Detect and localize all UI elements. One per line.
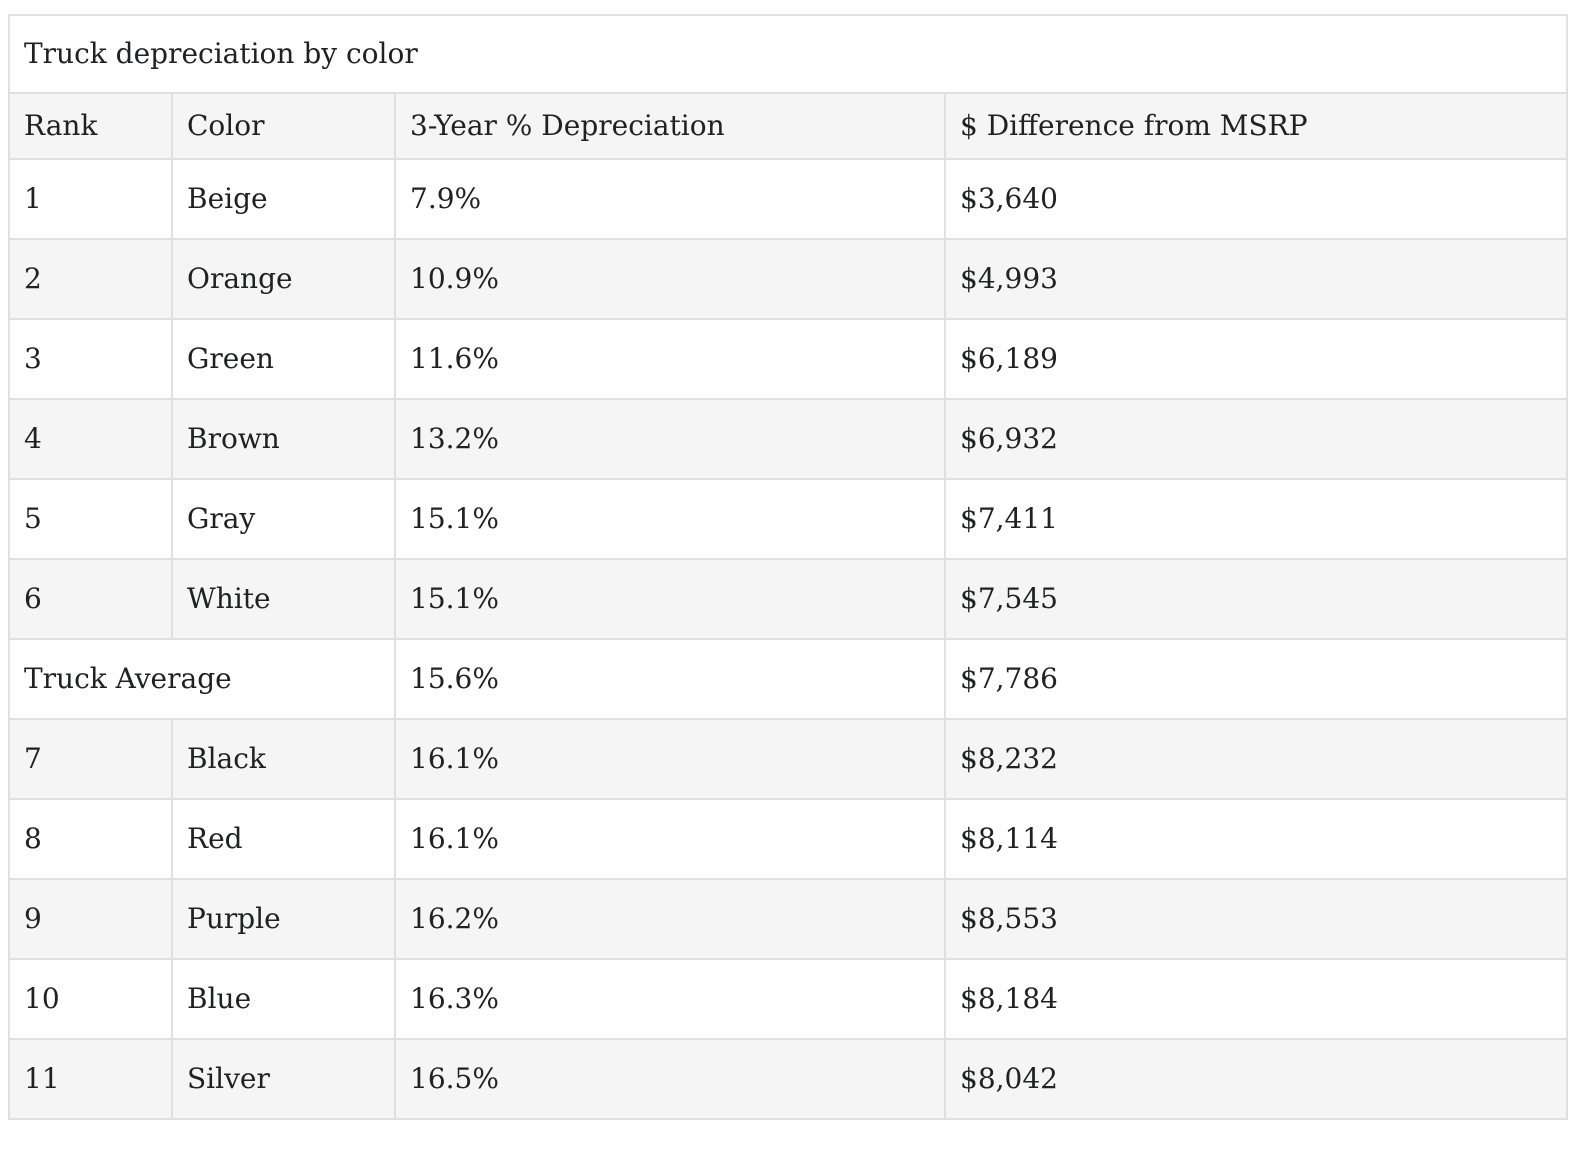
cell-color: Black [171,718,396,800]
cell-rank: 6 [8,558,173,640]
cell-color: Gray [171,478,396,560]
col-header-difference: $ Difference from MSRP [943,92,1569,160]
cell-color: Silver [171,1038,396,1120]
cell-color: White [171,558,396,640]
cell-difference: $8,114 [943,798,1569,880]
table-row: 11 Silver 16.5% $8,042 [8,1038,1569,1120]
cell-color: Beige [171,158,396,240]
cell-color: Brown [171,398,396,480]
cell-difference: $8,232 [943,718,1569,800]
cell-difference: $7,786 [943,638,1569,720]
cell-difference: $8,184 [943,958,1569,1040]
cell-rank: 9 [8,878,173,960]
cell-depreciation: 15.6% [394,638,946,720]
col-header-depreciation: 3-Year % Depreciation [394,92,946,160]
table-row: 7 Black 16.1% $8,232 [8,718,1569,800]
cell-depreciation: 16.1% [394,798,946,880]
cell-difference: $3,640 [943,158,1569,240]
cell-color: Purple [171,878,396,960]
cell-rank: 7 [8,718,173,800]
cell-difference: $6,932 [943,398,1569,480]
table-row: 2 Orange 10.9% $4,993 [8,238,1569,320]
cell-average-label: Truck Average [8,638,396,720]
cell-rank: 10 [8,958,173,1040]
cell-rank: 3 [8,318,173,400]
cell-color: Red [171,798,396,880]
table-row: 6 White 15.1% $7,545 [8,558,1569,640]
cell-depreciation: 15.1% [394,478,946,560]
cell-depreciation: 16.5% [394,1038,946,1120]
cell-difference: $6,189 [943,318,1569,400]
table-row: 8 Red 16.1% $8,114 [8,798,1569,880]
cell-depreciation: 11.6% [394,318,946,400]
cell-difference: $7,545 [943,558,1569,640]
cell-rank: 5 [8,478,173,560]
table-row: 10 Blue 16.3% $8,184 [8,958,1569,1040]
cell-difference: $7,411 [943,478,1569,560]
cell-rank: 4 [8,398,173,480]
cell-depreciation: 7.9% [394,158,946,240]
table-row: 4 Brown 13.2% $6,932 [8,398,1569,480]
cell-rank: 2 [8,238,173,320]
cell-difference: $4,993 [943,238,1569,320]
table-header-row: Rank Color 3-Year % Depreciation $ Diffe… [8,92,1569,160]
table-row-average: Truck Average 15.6% $7,786 [8,638,1569,720]
cell-difference: $8,553 [943,878,1569,960]
cell-depreciation: 16.2% [394,878,946,960]
cell-depreciation: 13.2% [394,398,946,480]
cell-depreciation: 16.1% [394,718,946,800]
table-title-row: Truck depreciation by color [7,14,1569,94]
col-header-rank: Rank [8,92,173,160]
table-row: 1 Beige 7.9% $3,640 [8,158,1569,240]
cell-difference: $8,042 [943,1038,1569,1120]
col-header-color: Color [171,92,396,160]
cell-rank: 1 [8,158,173,240]
cell-color: Blue [171,958,396,1040]
cell-depreciation: 15.1% [394,558,946,640]
cell-color: Orange [171,238,396,320]
table-title: Truck depreciation by color [7,14,1569,94]
cell-color: Green [171,318,396,400]
cell-rank: 8 [8,798,173,880]
table-row: 5 Gray 15.1% $7,411 [8,478,1569,560]
table-row: 3 Green 11.6% $6,189 [8,318,1569,400]
cell-rank: 11 [8,1038,173,1120]
truck-depreciation-table: Truck depreciation by color Rank Color 3… [7,14,1569,1120]
cell-depreciation: 16.3% [394,958,946,1040]
cell-depreciation: 10.9% [394,238,946,320]
table-row: 9 Purple 16.2% $8,553 [8,878,1569,960]
